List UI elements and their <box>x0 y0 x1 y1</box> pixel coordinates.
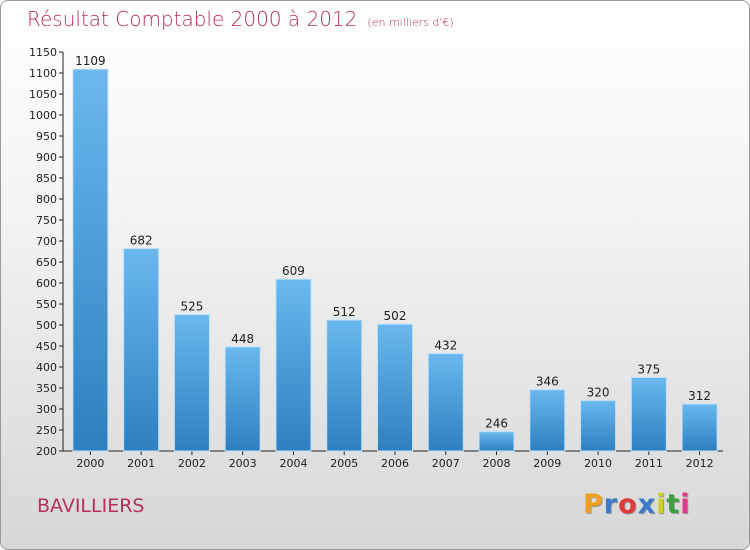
bar-value-label: 246 <box>485 417 508 431</box>
bar <box>275 278 312 452</box>
y-tick-label: 700 <box>36 235 57 248</box>
y-tick-label: 800 <box>36 193 57 206</box>
y-tick-label: 500 <box>36 319 57 332</box>
y-tick-label: 1050 <box>29 88 57 101</box>
bar-value-label: 346 <box>536 375 559 389</box>
bar <box>529 389 566 452</box>
x-tick-label: 2008 <box>483 457 511 470</box>
bar-value-label: 320 <box>587 386 610 400</box>
bar <box>580 400 617 452</box>
title-text: Résultat Comptable 2000 à 2012 <box>27 7 358 31</box>
bar-value-label: 682 <box>130 234 153 248</box>
y-tick-label: 300 <box>36 403 57 416</box>
y-tick-label: 1100 <box>29 67 57 80</box>
x-tick-label: 2005 <box>330 457 358 470</box>
commune-name: BAVILLIERS <box>37 495 145 517</box>
x-tick-label: 2007 <box>432 457 460 470</box>
x-tick-label: 2006 <box>381 457 409 470</box>
bar-value-label: 512 <box>333 305 356 319</box>
x-tick-label: 2001 <box>127 457 155 470</box>
y-tick-label: 950 <box>36 130 57 143</box>
bar-value-label: 375 <box>637 363 660 377</box>
y-tick-label: 1150 <box>29 46 57 59</box>
bar-value-label: 432 <box>434 339 457 353</box>
y-tick-label: 200 <box>36 445 57 458</box>
bar <box>72 68 109 452</box>
bar-value-label: 1109 <box>75 54 106 68</box>
y-tick-label: 750 <box>36 214 57 227</box>
x-tick-label: 2011 <box>635 457 663 470</box>
logo-letter: i <box>680 489 691 520</box>
bar <box>224 346 261 452</box>
y-tick-label: 600 <box>36 277 57 290</box>
logo-letter: x <box>637 489 657 520</box>
bar-value-label: 525 <box>180 300 203 314</box>
bar-value-label: 609 <box>282 264 305 278</box>
logo-letter: P <box>583 489 604 520</box>
bar <box>630 377 667 452</box>
y-tick-label: 650 <box>36 256 57 269</box>
bar-value-label: 448 <box>231 332 254 346</box>
y-tick-label: 900 <box>36 151 57 164</box>
x-tick-label: 2000 <box>76 457 104 470</box>
bar <box>478 431 515 452</box>
y-tick-label: 850 <box>36 172 57 185</box>
bar-value-label: 312 <box>688 389 711 403</box>
x-tick-label: 2010 <box>584 457 612 470</box>
y-tick-label: 250 <box>36 424 57 437</box>
proxiti-logo: Proxiti <box>583 489 691 520</box>
logo-letter: i <box>656 489 667 520</box>
bars-group: 1109 682 525 448 609 512 502 432 246 346 320 375 312 <box>72 54 718 452</box>
y-tick-label: 350 <box>36 382 57 395</box>
bar <box>681 403 718 452</box>
y-tick-label: 1000 <box>29 109 57 122</box>
y-tick-label: 400 <box>36 361 57 374</box>
x-tick-label: 2004 <box>279 457 307 470</box>
x-tick-label: 2003 <box>229 457 257 470</box>
x-tick-label: 2009 <box>533 457 561 470</box>
axes: 200 250 300 350 400 450 500 550 600 650 700 750 800 8… <box>29 46 723 470</box>
logo-letter: r <box>603 489 619 520</box>
y-tick-label: 550 <box>36 298 57 311</box>
title-unit: (en milliers d'€) <box>367 16 454 29</box>
bar <box>173 314 210 452</box>
chart-title: Résultat Comptable 2000 à 2012 (en millie… <box>27 7 454 31</box>
logo-letter: o <box>618 489 638 520</box>
bar <box>377 323 413 452</box>
bar <box>427 353 464 452</box>
x-tick-label: 2002 <box>178 457 206 470</box>
logo-letter: t <box>666 489 681 520</box>
bar <box>326 319 363 452</box>
bar-value-label: 502 <box>384 309 407 323</box>
bar <box>123 248 160 452</box>
x-tick-label: 2012 <box>686 457 714 470</box>
y-tick-label: 450 <box>36 340 57 353</box>
